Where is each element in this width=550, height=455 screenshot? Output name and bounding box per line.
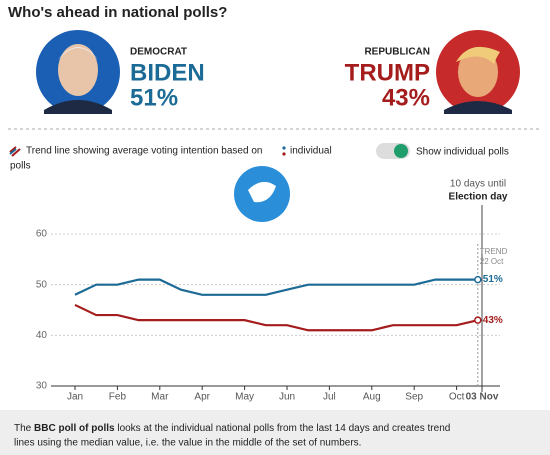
toggle-knob[interactable] [394, 144, 408, 158]
title: Who's ahead in national polls? [8, 4, 227, 21]
x-tick-label: Apr [194, 392, 210, 403]
legend-icon [9, 148, 17, 155]
legend-icon [9, 146, 21, 157]
dot-icon [282, 146, 286, 150]
x-tick-label: Sep [405, 392, 423, 403]
value-label: 43% [483, 315, 503, 326]
x-tick-label: Mar [151, 392, 169, 403]
candidate-share: 51% [130, 84, 178, 111]
legend-text: polls [10, 161, 31, 172]
end-marker [474, 316, 482, 324]
trend-line [74, 303, 479, 332]
y-tick-label: 50 [36, 279, 48, 290]
dot-icon [282, 152, 286, 156]
x-tick-label: Aug [363, 392, 381, 403]
x-tick-label: Oct [449, 392, 465, 403]
x-tick-label: Feb [109, 392, 127, 403]
end-marker [474, 275, 482, 284]
footer-box [0, 410, 550, 455]
trend-line [74, 278, 478, 296]
biden-hair [58, 47, 98, 60]
toggle-label[interactable]: Show individual polls [416, 147, 509, 158]
candidate-name: BIDEN [130, 59, 205, 86]
x-tick-label: Jun [279, 392, 295, 403]
watermark-bird [248, 181, 276, 203]
annotation: 22 Oct [480, 257, 504, 266]
footer-text: The [14, 423, 34, 434]
annotation: Election day [449, 192, 508, 203]
y-tick-label: 60 [36, 229, 48, 240]
legend-text: Trend line showing average voting intent… [26, 146, 262, 157]
candidate-share: 43% [382, 84, 430, 111]
annotation: TREND [480, 247, 508, 256]
party: DEMOCRAT [130, 47, 187, 58]
annotation: 10 days until [450, 179, 506, 190]
x-tick-label: Jul [323, 392, 336, 403]
candidate-name: TRUMP [345, 59, 430, 86]
footer-bold: BBC poll of polls [34, 423, 115, 434]
trump-hair [456, 46, 500, 64]
footer: The BBC poll of polls looks at the indiv… [14, 423, 450, 434]
legend-text: individual [290, 146, 332, 157]
party: REPUBLICAN [364, 47, 430, 58]
trump-suit [444, 101, 512, 114]
x-tick-label: Jan [67, 392, 83, 403]
footer-text: looks at the individual national polls f… [115, 423, 451, 434]
value-label: 51% [483, 274, 503, 285]
trump-face [458, 47, 498, 97]
x-tick-label: 03 Nov [466, 392, 499, 403]
biden-face [58, 44, 98, 96]
y-tick-label: 30 [36, 381, 48, 392]
x-tick-label: May [235, 392, 254, 403]
footer-text: lines using the median value, i.e. the v… [14, 438, 361, 449]
y-tick-label: 40 [36, 330, 48, 341]
biden-suit [44, 100, 112, 114]
